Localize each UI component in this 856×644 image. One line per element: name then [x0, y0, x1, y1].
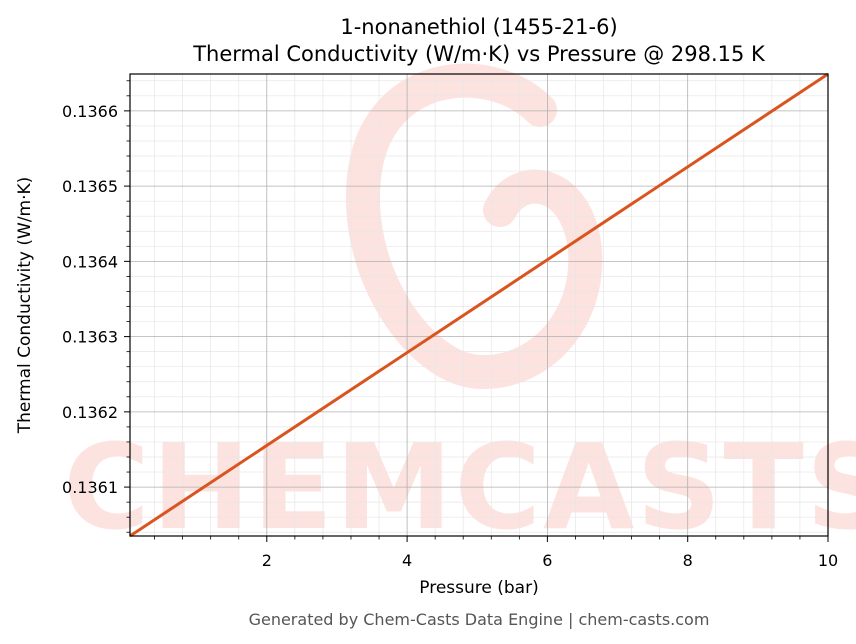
y-tick-label: 0.1362	[62, 403, 118, 422]
grid-minor	[130, 74, 828, 536]
y-tick-label: 0.1365	[62, 177, 118, 196]
watermark-swirl-icon	[346, 63, 603, 389]
x-tick-label: 4	[402, 551, 412, 570]
plot-frame	[129, 73, 829, 537]
x-tick-label: 6	[542, 551, 552, 570]
chart-title: 1-nonanethiol (1455-21-6)	[340, 15, 617, 39]
grid-major	[130, 74, 829, 536]
x-tick-label: 2	[262, 551, 272, 570]
tick-labels: 2 4 6 8 10 0.1361 0.1362 0.1363 0.1364 0.1365 0.13…	[62, 102, 838, 570]
y-tick-label: 0.1364	[62, 252, 118, 271]
y-tick-label: 0.1363	[62, 328, 118, 347]
series-line	[129, 72, 829, 538]
y-tick-label: 0.1361	[62, 478, 118, 497]
chart-subtitle: Thermal Conductivity (W/m·K) vs Pressure…	[192, 42, 766, 66]
series-layer	[129, 72, 829, 538]
x-tick-label: 10	[818, 551, 838, 570]
y-axis-label: Thermal Conductivity (W/m·K)	[15, 177, 35, 435]
x-axis-label: Pressure (bar)	[419, 578, 538, 598]
y-tick-label: 0.1366	[62, 102, 118, 121]
x-tick-label: 8	[683, 551, 693, 570]
footer-credit: Generated by Chem-Casts Data Engine | ch…	[249, 610, 710, 629]
